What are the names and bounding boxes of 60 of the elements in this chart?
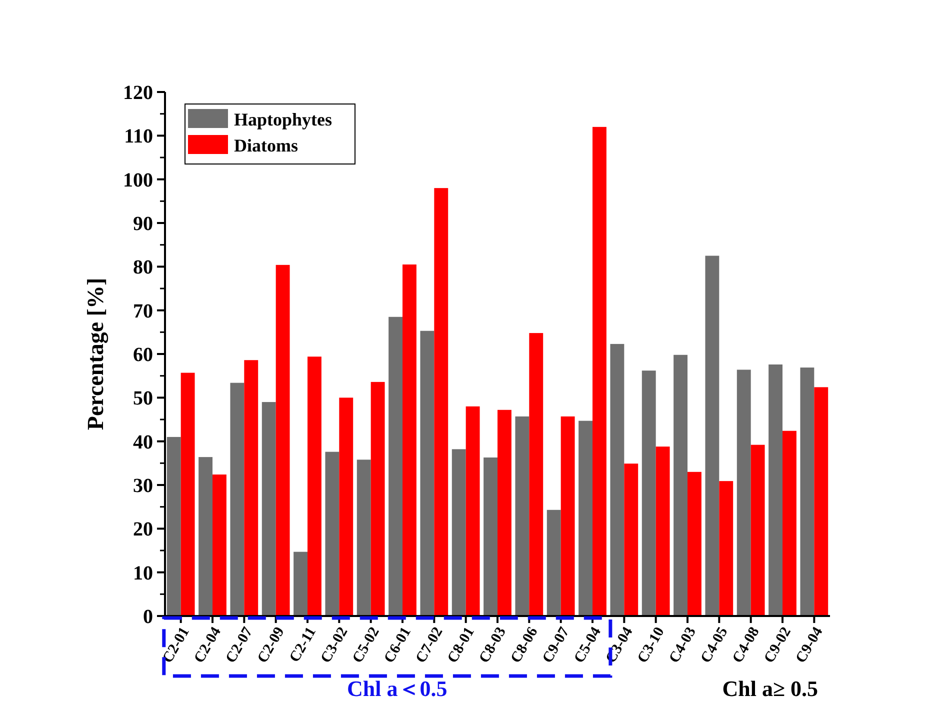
bar	[262, 402, 276, 616]
bar	[244, 360, 258, 616]
bar	[736, 370, 751, 616]
bar	[610, 344, 624, 616]
bar	[388, 316, 402, 616]
bar	[325, 452, 340, 616]
text: Chl a≥ 0.5	[722, 676, 818, 701]
y-tick-label: 120	[123, 82, 153, 104]
bar	[484, 457, 498, 616]
bar	[370, 382, 385, 616]
y-tick-label: 0	[143, 606, 153, 628]
y-tick-label: 10	[133, 562, 153, 584]
bar	[356, 460, 371, 616]
bar	[782, 430, 796, 616]
bar	[166, 436, 181, 616]
text: Chl a＜0.5	[347, 676, 448, 701]
y-tick-label: 50	[133, 388, 153, 410]
bar	[688, 472, 702, 616]
bar	[276, 264, 290, 616]
bar	[560, 416, 575, 616]
bar	[656, 446, 670, 616]
bar	[674, 354, 688, 616]
bar	[800, 368, 814, 616]
y-tick-label: 110	[124, 126, 153, 148]
bar	[466, 406, 480, 616]
y-tick-label: 90	[133, 213, 153, 235]
bar	[642, 370, 656, 616]
bar	[719, 481, 734, 616]
bar	[705, 256, 720, 616]
bar	[294, 552, 308, 616]
bar	[308, 356, 322, 616]
y-axis-title: Percentage [%]	[83, 278, 109, 430]
bar	[578, 420, 592, 616]
bar	[402, 264, 416, 616]
bar	[814, 387, 828, 616]
y-tick-label: 60	[133, 344, 153, 366]
bar	[452, 449, 466, 616]
bar	[515, 416, 530, 616]
bar	[592, 126, 606, 616]
bar	[198, 457, 212, 616]
bar	[750, 444, 765, 616]
bar	[420, 330, 434, 616]
bar	[212, 474, 226, 616]
y-tick-label: 70	[133, 300, 153, 322]
bar	[230, 382, 244, 616]
y-tick-label: 80	[133, 256, 153, 279]
bar	[180, 372, 195, 616]
bar	[339, 398, 354, 616]
bar	[498, 410, 512, 616]
y-tick-label: 30	[133, 475, 153, 497]
bar	[546, 510, 561, 616]
legend-label: Haptophytes	[234, 109, 332, 130]
bar	[434, 188, 448, 616]
y-tick-label: 40	[133, 431, 153, 454]
y-tick-label: 20	[133, 518, 153, 541]
bar	[529, 333, 544, 616]
y-tick-label: 100	[123, 169, 153, 192]
bar	[624, 464, 638, 616]
legend-label: Diatoms	[234, 135, 298, 156]
bar	[768, 364, 782, 616]
